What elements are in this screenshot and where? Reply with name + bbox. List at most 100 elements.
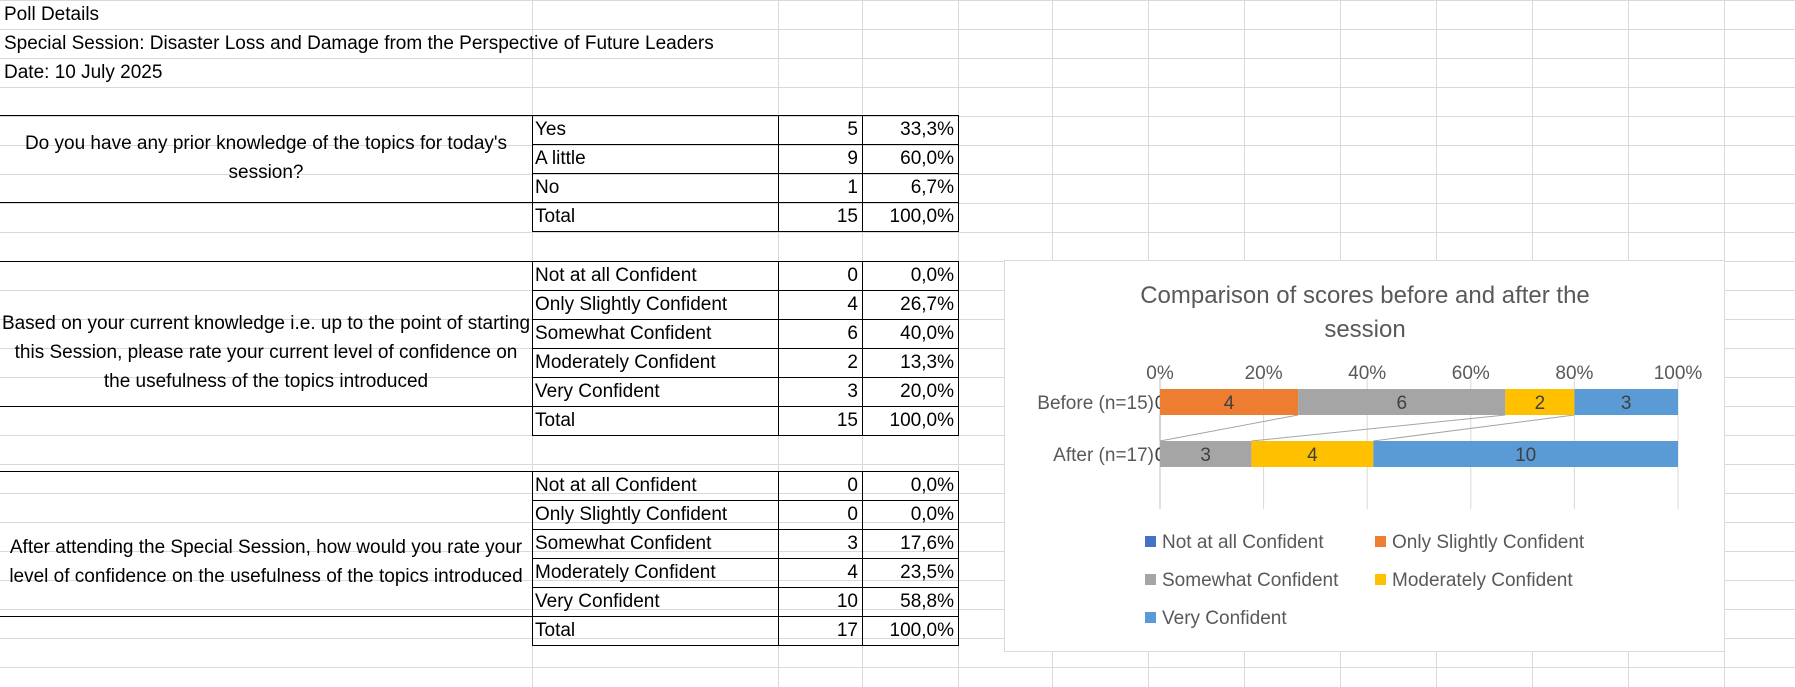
cell-border <box>532 348 959 349</box>
row-percent[interactable]: 100,0% <box>889 206 954 227</box>
row-label[interactable]: Very Confident <box>535 591 660 612</box>
legend-swatch <box>1145 612 1156 623</box>
cell-border <box>0 471 532 472</box>
cell-border <box>532 261 959 262</box>
row-percent[interactable]: 100,0% <box>889 410 954 431</box>
row-label[interactable]: Moderately Confident <box>535 352 716 373</box>
series-line <box>1373 414 1575 442</box>
legend-item[interactable]: Very Confident <box>1145 608 1287 629</box>
row-label[interactable]: Not at all Confident <box>535 475 697 496</box>
session-title[interactable]: Special Session: Disaster Loss and Damag… <box>4 33 714 54</box>
cell-border <box>532 319 959 320</box>
row-label[interactable]: Total <box>535 206 576 227</box>
chart-title: Comparison of scores before and after th… <box>1140 282 1590 343</box>
category-label: Before (n=15) <box>1037 393 1154 414</box>
sheet-title[interactable]: Poll Details <box>4 4 100 25</box>
legend-item[interactable]: Only Slightly Confident <box>1375 532 1585 553</box>
bar-segment[interactable] <box>1373 441 1678 467</box>
legend-item[interactable]: Somewhat Confident <box>1145 570 1339 591</box>
row-count[interactable]: 1 <box>847 177 858 198</box>
row-label[interactable]: Somewhat Confident <box>535 533 712 554</box>
row-percent[interactable]: 26,7% <box>900 294 954 315</box>
row-label[interactable]: Somewhat Confident <box>535 323 712 344</box>
session-date[interactable]: Date: 10 July 2025 <box>4 62 163 83</box>
row-count[interactable]: 0 <box>847 504 858 525</box>
row-count[interactable]: 0 <box>847 475 858 496</box>
bar-segment[interactable] <box>1574 389 1678 415</box>
row-count[interactable]: 5 <box>847 119 858 140</box>
series-line <box>1159 414 1299 442</box>
bar-segment[interactable] <box>1160 441 1252 467</box>
row-label[interactable]: Total <box>535 410 576 431</box>
x-tick-label: 60% <box>1452 363 1490 384</box>
legend-swatch <box>1145 536 1156 547</box>
cell-border <box>532 173 959 174</box>
row-count[interactable]: 10 <box>836 591 858 612</box>
cell-border <box>532 377 959 378</box>
row-count[interactable]: 6 <box>847 323 858 344</box>
cell-border <box>532 115 533 232</box>
row-count[interactable]: 3 <box>847 533 858 554</box>
cell-border <box>532 115 959 116</box>
row-percent[interactable]: 60,0% <box>900 148 954 169</box>
row-label[interactable]: Total <box>535 620 576 641</box>
row-count[interactable]: 17 <box>836 620 858 641</box>
row-count[interactable]: 9 <box>847 148 858 169</box>
row-label[interactable]: Only Slightly Confident <box>535 294 728 315</box>
row-percent[interactable]: 17,6% <box>900 533 954 554</box>
row-count[interactable]: 15 <box>836 206 858 227</box>
row-percent[interactable]: 0,0% <box>910 265 954 286</box>
bar-segment[interactable] <box>1298 389 1506 415</box>
cell-border <box>532 645 959 646</box>
row-percent[interactable]: 23,5% <box>900 562 954 583</box>
bar-segment[interactable] <box>1251 441 1374 467</box>
question-confidence-before[interactable]: Based on your current knowledge i.e. up … <box>1 312 531 392</box>
category-label: After (n=17) <box>1053 445 1154 466</box>
cell-border <box>532 261 533 436</box>
row-percent[interactable]: 33,3% <box>900 119 954 140</box>
stacked-bar-chart[interactable]: Comparison of scores before and after th… <box>1004 260 1725 652</box>
cell-border <box>532 144 959 145</box>
cell-border <box>778 471 779 646</box>
row-percent[interactable]: 58,8% <box>900 591 954 612</box>
row-percent[interactable]: 0,0% <box>910 504 954 525</box>
row-count[interactable]: 2 <box>847 352 858 373</box>
cell-border <box>532 471 533 646</box>
row-label[interactable]: Yes <box>535 119 566 140</box>
x-tick-label: 40% <box>1348 363 1386 384</box>
question-confidence-after[interactable]: After attending the Special Session, how… <box>9 537 523 587</box>
row-label[interactable]: Only Slightly Confident <box>535 504 728 525</box>
row-percent[interactable]: 0,0% <box>910 475 954 496</box>
row-count[interactable]: 4 <box>847 562 858 583</box>
legend-item[interactable]: Not at all Confident <box>1145 532 1324 553</box>
bar-segment[interactable] <box>1505 389 1575 415</box>
question-prior-knowledge[interactable]: Do you have any prior knowledge of the t… <box>24 133 508 183</box>
bar-segment[interactable] <box>1160 389 1299 415</box>
cell-border <box>862 115 863 232</box>
row-count[interactable]: 3 <box>847 381 858 402</box>
row-label[interactable]: Moderately Confident <box>535 562 716 583</box>
row-percent[interactable]: 40,0% <box>900 323 954 344</box>
cell-border <box>532 529 959 530</box>
cell-border <box>532 406 959 407</box>
row-percent[interactable]: 100,0% <box>889 620 954 641</box>
row-count[interactable]: 4 <box>847 294 858 315</box>
row-label[interactable]: A little <box>535 148 586 169</box>
row-count[interactable]: 15 <box>836 410 858 431</box>
legend-label: Only Slightly Confident <box>1392 532 1585 553</box>
series-line <box>1251 414 1506 442</box>
row-count[interactable]: 0 <box>847 265 858 286</box>
legend-label: Not at all Confident <box>1162 532 1324 553</box>
row-label[interactable]: No <box>535 177 560 198</box>
row-percent[interactable]: 13,3% <box>900 352 954 373</box>
legend-item[interactable]: Moderately Confident <box>1375 570 1573 591</box>
cell-border <box>862 471 863 646</box>
row-label[interactable]: Not at all Confident <box>535 265 697 286</box>
row-percent[interactable]: 20,0% <box>900 381 954 402</box>
row-percent[interactable]: 6,7% <box>910 177 954 198</box>
cell-border <box>958 261 959 436</box>
row-label[interactable]: Very Confident <box>535 381 660 402</box>
x-tick-label: 0% <box>1146 363 1174 384</box>
legend-swatch <box>1375 574 1386 585</box>
